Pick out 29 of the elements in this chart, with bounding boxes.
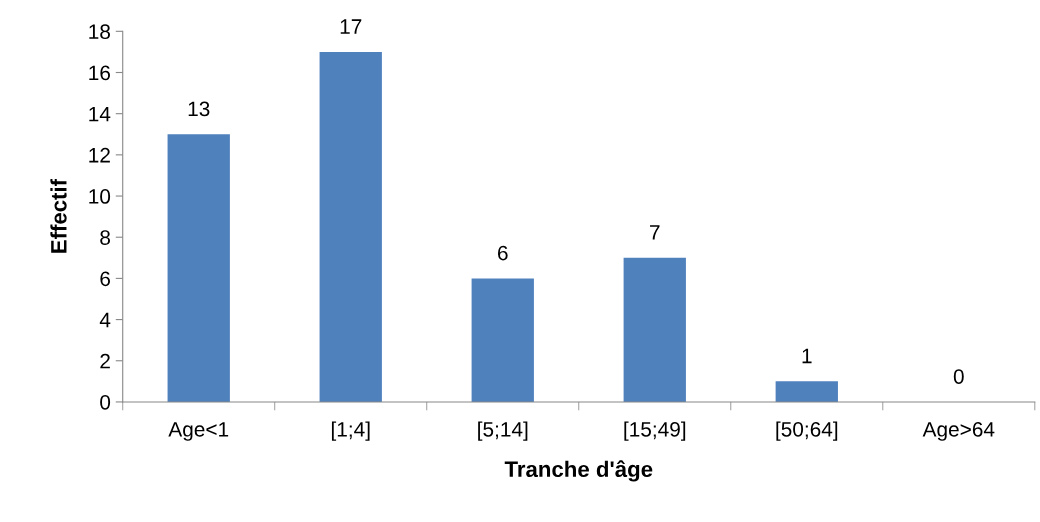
y-axis-title: Effectif bbox=[50, 178, 67, 253]
bar bbox=[167, 134, 230, 402]
x-tick-label: Age>64 bbox=[922, 421, 995, 441]
y-tick-label: 14 bbox=[89, 106, 111, 122]
y-tick-label: 4 bbox=[99, 312, 111, 328]
x-tick-label: [50;64] bbox=[776, 421, 838, 441]
data-label: 0 bbox=[953, 369, 964, 384]
x-tick-label: [5;14] bbox=[478, 421, 528, 441]
data-label: 17 bbox=[340, 19, 362, 34]
bar bbox=[471, 278, 534, 402]
bar bbox=[775, 381, 838, 402]
data-label: 1 bbox=[802, 348, 812, 364]
x-tick-label: [15;49] bbox=[624, 421, 686, 441]
y-tick-label: 18 bbox=[89, 24, 111, 40]
x-axis-title: Tranche d'âge bbox=[504, 460, 653, 482]
x-tick-label: [1;4] bbox=[331, 421, 370, 441]
y-tick-label: 0 bbox=[100, 394, 111, 410]
bar bbox=[319, 51, 382, 402]
x-tick-label: Age<1 bbox=[168, 422, 229, 441]
bar bbox=[623, 257, 686, 402]
y-tick-label: 16 bbox=[89, 65, 110, 81]
data-label: 13 bbox=[188, 101, 210, 117]
y-tick-label: 12 bbox=[89, 147, 110, 163]
data-label: 6 bbox=[498, 245, 508, 261]
y-tick-label: 10 bbox=[89, 189, 111, 204]
y-tick-label: 2 bbox=[100, 353, 110, 369]
data-label: 7 bbox=[650, 225, 660, 240]
y-tick-label: 8 bbox=[100, 230, 111, 245]
y-tick-label: 6 bbox=[100, 271, 110, 287]
